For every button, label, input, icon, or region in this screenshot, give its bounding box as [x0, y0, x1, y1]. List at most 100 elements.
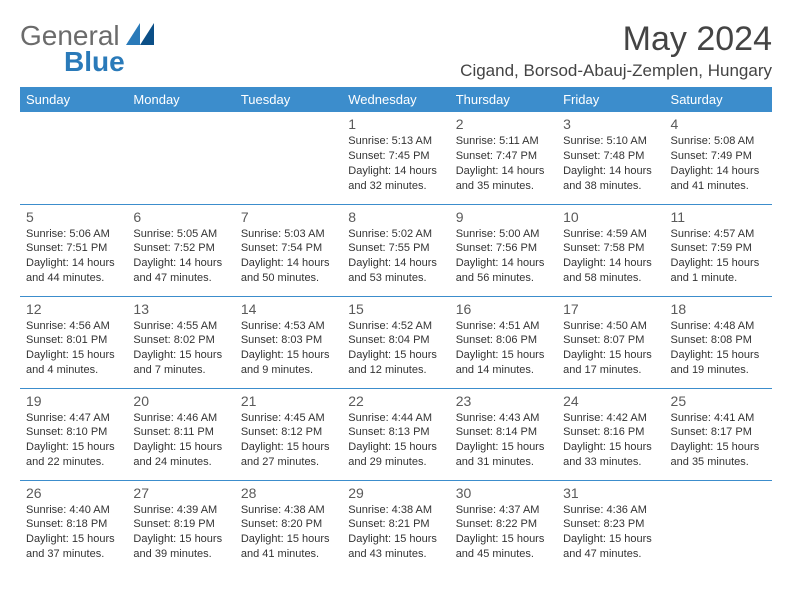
day-number: 23 — [456, 393, 551, 409]
day-number: 8 — [348, 209, 443, 225]
day-info: Sunrise: 4:38 AMSunset: 8:20 PMDaylight:… — [241, 503, 336, 562]
calendar-cell: 21Sunrise: 4:45 AMSunset: 8:12 PMDayligh… — [235, 388, 342, 480]
calendar-row: 1Sunrise: 5:13 AMSunset: 7:45 PMDaylight… — [20, 112, 772, 204]
calendar-cell: 14 Sunrise: 4:53 AMSunset: 8:03 PMDayligh… — [235, 296, 342, 388]
calendar-cell: 31 Sunrise: 4:36 AMSunset: 8:23 PMDayligh… — [557, 480, 664, 572]
calendar-cell: 1Sunrise: 5:13 AMSunset: 7:45 PMDaylight… — [342, 112, 449, 204]
day-number: 5 — [26, 209, 121, 225]
day-number: 25 — [671, 393, 766, 409]
day-number: 2 — [456, 116, 551, 132]
day-info: Sunrise: 5:11 AMSunset: 7:47 PMDaylight:… — [456, 134, 551, 193]
day-info: Sunrise: 4:45 AMSunset: 8:12 PMDaylight:… — [241, 411, 336, 470]
day-info: Sunrise: 5:03 AMSunset: 7:54 PMDaylight:… — [241, 227, 336, 286]
calendar-cell: 17Sunrise: 4:50 AMSunset: 8:07 PMDayligh… — [557, 296, 664, 388]
day-number: 27 — [133, 485, 228, 501]
calendar-cell: 2 Sunrise: 5:11 AMSunset: 7:47 PMDaylight… — [450, 112, 557, 204]
weekday-header: Friday — [557, 87, 664, 112]
calendar-cell: 20 Sunrise: 4:46 AMSunset: 8:11 PMDayligh… — [127, 388, 234, 480]
calendar-cell: 4 Sunrise: 5:08 AMSunset: 7:49 PMDaylight… — [665, 112, 772, 204]
day-info: Sunrise: 4:41 AMSunset: 8:17 PMDaylight:… — [671, 411, 766, 470]
calendar-cell: 19Sunrise: 4:47 AMSunset: 8:10 PMDayligh… — [20, 388, 127, 480]
day-info: Sunrise: 4:38 AMSunset: 8:21 PMDaylight:… — [348, 503, 443, 562]
calendar-cell: 24Sunrise: 4:42 AMSunset: 8:16 PMDayligh… — [557, 388, 664, 480]
calendar-row: 12 Sunrise: 4:56 AMSunset: 8:01 PMDayligh… — [20, 296, 772, 388]
weekday-header: Tuesday — [235, 87, 342, 112]
calendar-cell: 5 Sunrise: 5:06 AMSunset: 7:51 PMDaylight… — [20, 204, 127, 296]
day-number: 26 — [26, 485, 121, 501]
day-number: 22 — [348, 393, 443, 409]
day-info: Sunrise: 5:13 AMSunset: 7:45 PMDaylight:… — [348, 134, 443, 193]
day-info: Sunrise: 5:10 AMSunset: 7:48 PMDaylight:… — [563, 134, 658, 193]
day-info: Sunrise: 4:56 AMSunset: 8:01 PMDaylight:… — [26, 319, 121, 378]
day-number: 9 — [456, 209, 551, 225]
day-info: Sunrise: 4:39 AMSunset: 8:19 PMDaylight:… — [133, 503, 228, 562]
day-number: 16 — [456, 301, 551, 317]
calendar-cell: 29 Sunrise: 4:38 AMSunset: 8:21 PMDayligh… — [342, 480, 449, 572]
location: Cigand, Borsod-Abauj-Zemplen, Hungary — [460, 61, 772, 81]
day-info: Sunrise: 4:51 AMSunset: 8:06 PMDaylight:… — [456, 319, 551, 378]
calendar-cell: 16 Sunrise: 4:51 AMSunset: 8:06 PMDayligh… — [450, 296, 557, 388]
day-info: Sunrise: 4:46 AMSunset: 8:11 PMDaylight:… — [133, 411, 228, 470]
day-info: Sunrise: 4:55 AMSunset: 8:02 PMDaylight:… — [133, 319, 228, 378]
calendar-cell: 23 Sunrise: 4:43 AMSunset: 8:14 PMDayligh… — [450, 388, 557, 480]
day-number: 13 — [133, 301, 228, 317]
day-info: Sunrise: 4:53 AMSunset: 8:03 PMDaylight:… — [241, 319, 336, 378]
day-number: 29 — [348, 485, 443, 501]
day-info: Sunrise: 5:06 AMSunset: 7:51 PMDaylight:… — [26, 227, 121, 286]
day-number: 15 — [348, 301, 443, 317]
day-number: 4 — [671, 116, 766, 132]
day-info: Sunrise: 4:59 AMSunset: 7:58 PMDaylight:… — [563, 227, 658, 286]
day-info: Sunrise: 4:37 AMSunset: 8:22 PMDaylight:… — [456, 503, 551, 562]
calendar-cell: 27 Sunrise: 4:39 AMSunset: 8:19 PMDayligh… — [127, 480, 234, 572]
day-info: Sunrise: 4:57 AMSunset: 7:59 PMDaylight:… — [671, 227, 766, 286]
day-info: Sunrise: 4:47 AMSunset: 8:10 PMDaylight:… — [26, 411, 121, 470]
calendar-cell: 11 Sunrise: 4:57 AMSunset: 7:59 PMDayligh… — [665, 204, 772, 296]
day-number: 28 — [241, 485, 336, 501]
day-number: 6 — [133, 209, 228, 225]
day-number: 12 — [26, 301, 121, 317]
calendar-cell: 13 Sunrise: 4:55 AMSunset: 8:02 PMDayligh… — [127, 296, 234, 388]
day-number: 3 — [563, 116, 658, 132]
weekday-header: Sunday — [20, 87, 127, 112]
calendar-row: 19Sunrise: 4:47 AMSunset: 8:10 PMDayligh… — [20, 388, 772, 480]
day-number: 10 — [563, 209, 658, 225]
day-info: Sunrise: 5:05 AMSunset: 7:52 PMDaylight:… — [133, 227, 228, 286]
day-info: Sunrise: 4:44 AMSunset: 8:13 PMDaylight:… — [348, 411, 443, 470]
calendar-row: 5 Sunrise: 5:06 AMSunset: 7:51 PMDaylight… — [20, 204, 772, 296]
day-number: 20 — [133, 393, 228, 409]
day-info: Sunrise: 4:50 AMSunset: 8:07 PMDaylight:… — [563, 319, 658, 378]
day-number: 11 — [671, 209, 766, 225]
calendar-row: 26Sunrise: 4:40 AMSunset: 8:18 PMDayligh… — [20, 480, 772, 572]
day-info: Sunrise: 5:02 AMSunset: 7:55 PMDaylight:… — [348, 227, 443, 286]
calendar: SundayMondayTuesdayWednesdayThursdayFrid… — [20, 87, 772, 572]
day-number: 14 — [241, 301, 336, 317]
logo-blue: Blue — [64, 46, 125, 78]
calendar-cell: 30 Sunrise: 4:37 AMSunset: 8:22 PMDayligh… — [450, 480, 557, 572]
weekday-header: Monday — [127, 87, 234, 112]
calendar-cell: 6 Sunrise: 5:05 AMSunset: 7:52 PMDaylight… — [127, 204, 234, 296]
calendar-cell: 26Sunrise: 4:40 AMSunset: 8:18 PMDayligh… — [20, 480, 127, 572]
day-info: Sunrise: 5:08 AMSunset: 7:49 PMDaylight:… — [671, 134, 766, 193]
calendar-cell: 12 Sunrise: 4:56 AMSunset: 8:01 PMDayligh… — [20, 296, 127, 388]
header: General Blue May 2024 Cigand, Borsod-Aba… — [20, 20, 772, 81]
calendar-cell — [127, 112, 234, 204]
calendar-cell — [665, 480, 772, 572]
logo: General Blue — [20, 20, 156, 52]
calendar-header: SundayMondayTuesdayWednesdayThursdayFrid… — [20, 87, 772, 112]
calendar-cell: 25 Sunrise: 4:41 AMSunset: 8:17 PMDayligh… — [665, 388, 772, 480]
day-info: Sunrise: 4:36 AMSunset: 8:23 PMDaylight:… — [563, 503, 658, 562]
title-block: May 2024 Cigand, Borsod-Abauj-Zemplen, H… — [460, 20, 772, 81]
day-number: 24 — [563, 393, 658, 409]
calendar-cell: 28 Sunrise: 4:38 AMSunset: 8:20 PMDayligh… — [235, 480, 342, 572]
day-info: Sunrise: 5:00 AMSunset: 7:56 PMDaylight:… — [456, 227, 551, 286]
day-info: Sunrise: 4:43 AMSunset: 8:14 PMDaylight:… — [456, 411, 551, 470]
weekday-header: Thursday — [450, 87, 557, 112]
calendar-cell: 9 Sunrise: 5:00 AMSunset: 7:56 PMDaylight… — [450, 204, 557, 296]
day-number: 30 — [456, 485, 551, 501]
calendar-cell: 18Sunrise: 4:48 AMSunset: 8:08 PMDayligh… — [665, 296, 772, 388]
logo-icon — [126, 23, 154, 50]
day-number: 31 — [563, 485, 658, 501]
calendar-cell: 7Sunrise: 5:03 AMSunset: 7:54 PMDaylight… — [235, 204, 342, 296]
calendar-cell: 3 Sunrise: 5:10 AMSunset: 7:48 PMDaylight… — [557, 112, 664, 204]
day-info: Sunrise: 4:48 AMSunset: 8:08 PMDaylight:… — [671, 319, 766, 378]
